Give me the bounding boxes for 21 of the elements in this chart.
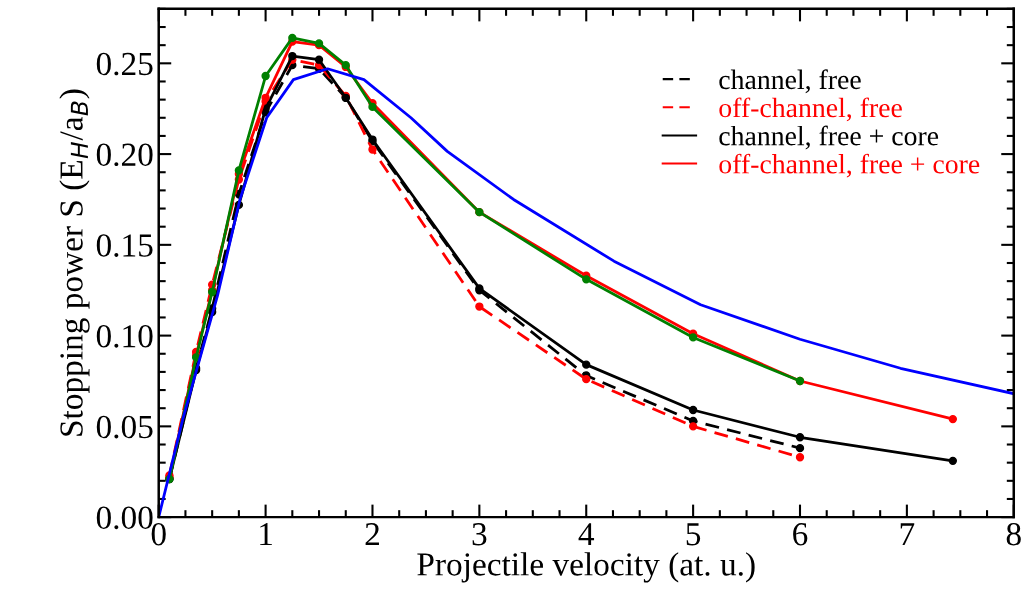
x-axis-title: Projectile velocity (at. u.) [417, 552, 755, 583]
x-tick-label: 4 [578, 523, 595, 546]
y-tick-label: 0.20 [96, 143, 153, 167]
x-tick-label: 1 [260, 523, 272, 546]
x-tick-label: 2 [365, 523, 379, 546]
y-tick-label: 0.00 [96, 506, 153, 530]
x-tick-label: 5 [686, 523, 701, 546]
y-tick-label: 0.25 [96, 52, 153, 76]
x-tick-label: 8 [1006, 522, 1021, 546]
y-tick-label: 0.05 [96, 415, 153, 439]
y-tick-label: 0.15 [96, 234, 153, 257]
x-tick-label: 0 [151, 522, 166, 546]
x-tick-label: 7 [900, 523, 915, 546]
y-axis-title: Stopping power S (E$_{H}$/a$_{B}$) [59, 89, 90, 436]
x-tick-label: 6 [793, 523, 808, 546]
legend-label: channel, free [719, 69, 861, 94]
x-tick-label: 3 [472, 523, 487, 546]
legend-label: off-channel, free + core [719, 153, 980, 178]
y-tick-label: 0.10 [96, 325, 153, 348]
legend-label: off-channel, free [719, 97, 902, 122]
legend-label: channel, free + core [719, 125, 939, 150]
